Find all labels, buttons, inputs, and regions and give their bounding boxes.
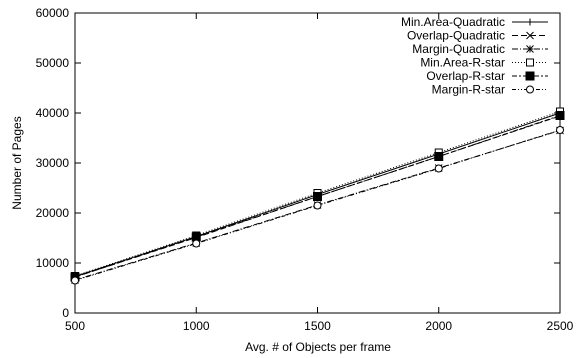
marker-circle-open xyxy=(71,276,79,285)
data-point xyxy=(555,111,565,120)
x-axis-label: Avg. # of Objects per frame xyxy=(245,340,391,354)
data-point xyxy=(434,164,443,173)
legend-entry-label: Margin-Quadratic xyxy=(412,42,505,56)
legend-entry-label: Min.Area-Quadratic xyxy=(401,15,505,29)
legend-marker-sample xyxy=(526,85,534,94)
legend-marker-sample xyxy=(526,18,534,26)
y-tick-label: 60000 xyxy=(36,6,70,20)
y-tick-label: 20000 xyxy=(36,206,70,220)
legend-marker-sample xyxy=(525,71,535,81)
marker-square-filled xyxy=(434,152,444,161)
marker-circle-open xyxy=(313,201,322,210)
data-point xyxy=(313,192,322,201)
x-tick-label: 2500 xyxy=(547,319,574,333)
data-point xyxy=(71,276,79,285)
data-point xyxy=(434,152,444,161)
marker-square-filled xyxy=(313,192,322,201)
series-line-4 xyxy=(74,111,561,277)
legend-marker-sample xyxy=(526,45,534,53)
y-axis-label: Number of Pages xyxy=(10,116,24,209)
legend-entry-label: Margin-R-star xyxy=(432,83,505,97)
x-tick-label: 2000 xyxy=(425,319,452,333)
marker-circle-open xyxy=(556,126,564,134)
data-point xyxy=(556,126,564,134)
data-point xyxy=(313,201,322,210)
series-markers xyxy=(70,107,565,285)
marker-circle-open xyxy=(526,85,534,94)
marker-circle-open xyxy=(192,239,201,248)
y-tick-label: 50000 xyxy=(36,56,70,70)
x-tick-label: 1500 xyxy=(304,319,331,333)
legend-marker-sample xyxy=(526,58,534,67)
x-axis-ticks: 500 1000 1500 2000 2500 xyxy=(65,13,574,333)
marker-circle-open xyxy=(434,164,443,173)
y-tick-label: 30000 xyxy=(36,156,70,170)
legend-entry-label: Min.Area-R-star xyxy=(420,56,505,70)
legend-entry-label: Overlap-R-star xyxy=(426,69,505,83)
marker-star-b xyxy=(526,45,534,53)
y-tick-label: 10000 xyxy=(36,256,70,270)
legend: Min.Area-QuadraticOverlap-QuadraticMargi… xyxy=(401,15,548,97)
marker-square-filled xyxy=(555,111,565,120)
y-tick-label: 40000 xyxy=(36,106,70,120)
x-tick-label: 1000 xyxy=(183,319,210,333)
marker-cross-b xyxy=(526,31,534,40)
x-tick-label: 500 xyxy=(65,319,85,333)
marker-square-open xyxy=(526,58,534,67)
y-tick-label: 0 xyxy=(62,306,69,320)
legend-marker-sample xyxy=(526,31,534,40)
y-axis-ticks: 0 10000 20000 30000 40000 50000 60000 xyxy=(36,6,560,320)
legend-entry-label: Overlap-Quadratic xyxy=(407,29,505,43)
data-point xyxy=(192,239,201,248)
marker-square-filled xyxy=(525,71,535,81)
